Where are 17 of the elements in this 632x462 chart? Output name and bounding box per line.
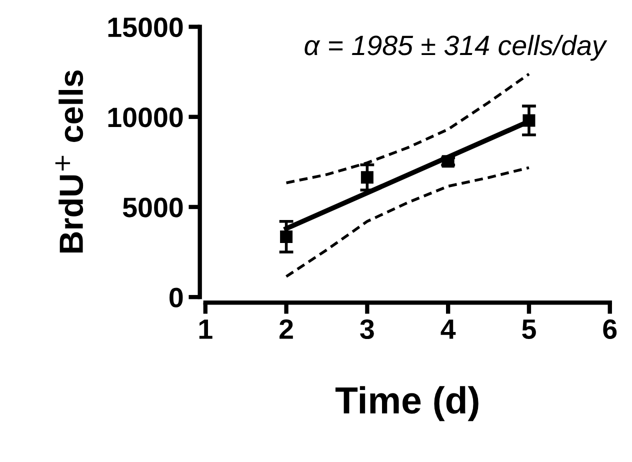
point [360, 171, 374, 184]
x-tick-label: 2 [280, 319, 293, 339]
line-series [284, 72, 530, 184]
x-tick-label: 5 [522, 320, 536, 339]
x-tick-label: 4 [440, 320, 456, 339]
point [280, 230, 293, 243]
y-tick-label: 5000 [122, 198, 183, 218]
y-tick-label: 10000 [108, 108, 183, 128]
x-tick-label: 6 [603, 319, 617, 339]
y-tick-label: 15000 [108, 17, 183, 38]
y-tick-label: 0 [170, 288, 183, 308]
y-axis-title: BrdU$^{+}$ cells [55, 70, 84, 253]
x-axis-title: Time (d) [335, 386, 478, 422]
x-tick-label: 1 [199, 320, 212, 339]
x-tick-label: 3 [360, 319, 374, 340]
annotation: α = 1985 ± 314 cells/day [304, 34, 608, 61]
line-series [284, 166, 530, 278]
